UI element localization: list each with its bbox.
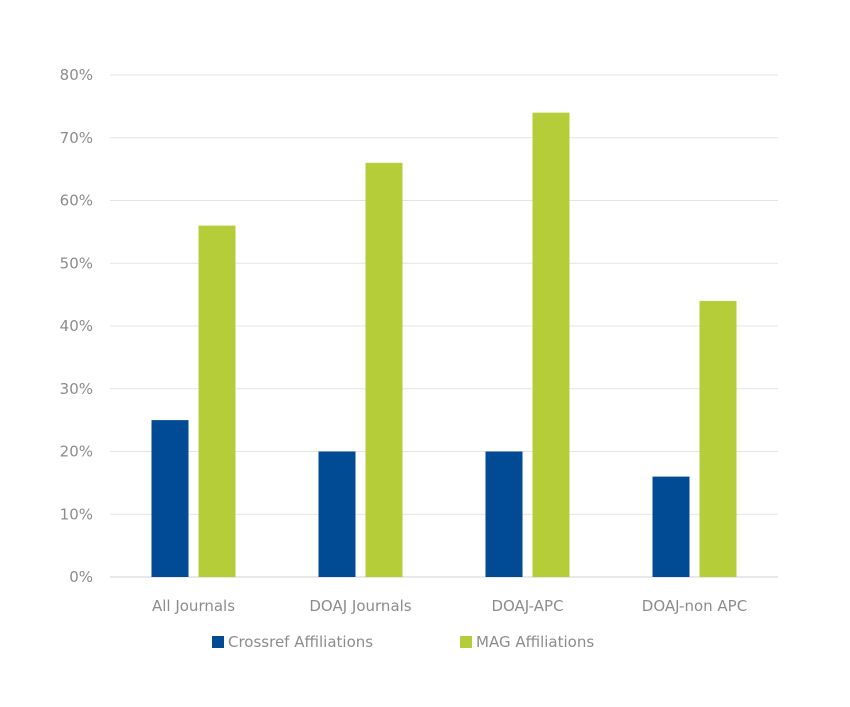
bar-crossref [151, 420, 189, 577]
bar-mag [365, 162, 403, 577]
y-tick-label: 40% [60, 317, 93, 335]
bar-crossref [652, 476, 690, 577]
y-tick-label: 30% [60, 380, 93, 398]
legend: Crossref Affiliations MAG Affiliations [212, 633, 594, 651]
legend-swatch [212, 636, 224, 648]
y-tick-label: 20% [60, 443, 93, 461]
y-axis-tick-labels: 0% 10% 20% 30% 40% 50% 60% 70% 80% [60, 66, 93, 586]
x-tick-label: DOAJ Journals [309, 597, 411, 615]
bar-mag [699, 300, 737, 577]
x-tick-label: All Journals [152, 597, 235, 615]
bar-crossref [318, 451, 356, 577]
legend-label: MAG Affiliations [476, 633, 594, 651]
x-tick-label: DOAJ-non APC [642, 597, 747, 615]
bar-mag [198, 225, 236, 577]
y-tick-label: 60% [60, 192, 93, 210]
y-tick-label: 80% [60, 66, 93, 84]
y-tick-label: 10% [60, 505, 93, 523]
legend-label: Crossref Affiliations [228, 633, 373, 651]
bars [151, 112, 737, 578]
bar-mag [532, 112, 570, 578]
x-tick-label: DOAJ-APC [491, 597, 563, 615]
y-tick-label: 70% [60, 129, 93, 147]
y-tick-label: 0% [69, 568, 93, 586]
legend-swatch [460, 636, 472, 648]
x-axis-tick-labels: All Journals DOAJ Journals DOAJ-APC DOAJ-no… [152, 597, 747, 615]
bar-crossref [485, 451, 523, 577]
y-tick-label: 50% [60, 254, 93, 272]
